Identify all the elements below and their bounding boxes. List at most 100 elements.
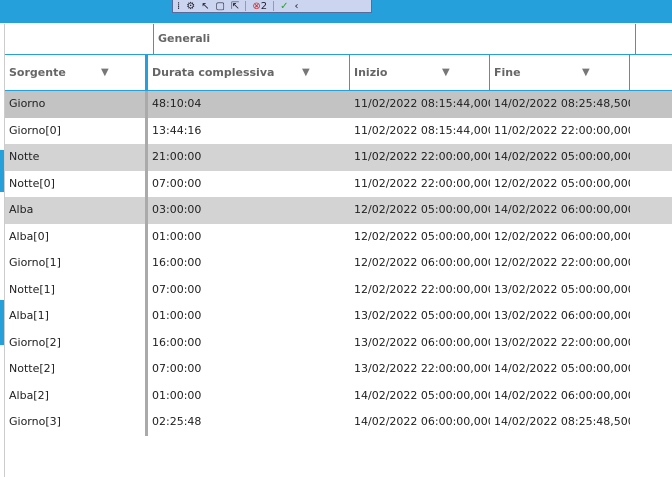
cell-inizio[interactable]: 11/02/2022 08:15:44,000 [354, 97, 490, 110]
grip-icon[interactable]: ⁞ [177, 0, 181, 12]
cell-durata[interactable]: 16:00:00 [152, 256, 202, 269]
cell-inizio[interactable]: 11/02/2022 22:00:00,000 [354, 150, 490, 163]
cell-fine[interactable]: 11/02/2022 22:00:00,000 [494, 123, 630, 137]
cell-inizio[interactable]: 14/02/2022 06:00:00,000 [354, 415, 490, 428]
cell-durata[interactable]: 02:25:48 [152, 415, 202, 428]
cell-sorgente[interactable]: Alba[1] [5, 303, 148, 330]
cell-durata[interactable]: 07:00:00 [152, 176, 202, 190]
filter-icon[interactable]: ▼ [582, 67, 590, 78]
cell-fine[interactable]: 12/02/2022 22:00:00,000 [494, 256, 630, 269]
cell-fine[interactable]: 14/02/2022 05:00:00,000 [494, 150, 630, 163]
cell-inizio[interactable]: 12/02/2022 05:00:00,000 [354, 229, 490, 243]
cell-filler [630, 197, 672, 224]
cell-filler [630, 356, 672, 383]
header-label: Durata complessiva [152, 66, 275, 79]
cell-sorgente[interactable]: Alba [5, 197, 148, 224]
cell-sorgente[interactable]: Giorno[3] [5, 409, 148, 436]
table-row[interactable]: Notte[2] 07:00:00 13/02/2022 22:00:00,000 1… [5, 356, 672, 383]
table-row[interactable]: Alba[0] 01:00:00 12/02/2022 05:00:00,000 12… [5, 223, 672, 250]
cell-sorgente[interactable]: Giorno[0] [5, 117, 148, 144]
data-grid: Generali Sorgente ▼ Durata complessiva ▼ I… [5, 24, 672, 436]
group-header-row: Generali [5, 24, 672, 55]
header-label: Inizio [354, 66, 388, 79]
cell-filler [630, 409, 672, 436]
check-icon[interactable]: ✓ [280, 0, 289, 12]
cell-fine[interactable]: 12/02/2022 05:00:00,000 [494, 176, 630, 190]
live-tree-icon[interactable]: ⚙ [186, 0, 196, 12]
group-header-generali: Generali [153, 24, 636, 54]
cell-sorgente[interactable]: Notte [5, 144, 148, 171]
header-label: Fine [494, 66, 521, 79]
header-label: Sorgente [9, 66, 66, 79]
separator [245, 1, 247, 11]
cell-filler [630, 383, 672, 410]
table-row[interactable]: Notte[1] 07:00:00 12/02/2022 22:00:00,000 1… [5, 276, 672, 304]
table-row[interactable]: Giorno[0] 13:44:16 11/02/2022 08:15:44,000… [5, 117, 672, 145]
cell-inizio[interactable]: 13/02/2022 22:00:00,000 [354, 362, 490, 375]
cell-sorgente[interactable]: Giorno [5, 91, 148, 118]
table-row[interactable]: Alba 03:00:00 12/02/2022 05:00:00,000 14/02… [5, 197, 672, 224]
cell-durata[interactable]: 07:00:00 [152, 282, 202, 296]
cell-sorgente[interactable]: Giorno[2] [5, 329, 148, 356]
cell-inizio[interactable]: 12/02/2022 22:00:00,000 [354, 282, 490, 296]
cell-fine[interactable]: 13/02/2022 05:00:00,000 [494, 282, 630, 296]
cell-filler [630, 303, 672, 330]
table-row[interactable]: Giorno[1] 16:00:00 12/02/2022 06:00:00,000… [5, 250, 672, 277]
cell-durata[interactable]: 01:00:00 [152, 388, 202, 402]
cell-filler [630, 330, 672, 357]
table-row[interactable]: Notte[0] 07:00:00 11/02/2022 22:00:00,000 1… [5, 170, 672, 197]
cell-fine[interactable]: 12/02/2022 06:00:00,000 [494, 229, 630, 243]
cell-sorgente[interactable]: Notte[1] [5, 276, 148, 303]
track-focus-icon[interactable]: ⇱ [231, 0, 240, 12]
filter-icon[interactable]: ▼ [442, 67, 450, 78]
cell-sorgente[interactable]: Notte[0] [5, 170, 148, 197]
filter-icon[interactable]: ▼ [302, 67, 310, 78]
table-row[interactable]: Giorno[2] 16:00:00 13/02/2022 06:00:00,000… [5, 329, 672, 357]
cell-durata[interactable]: 48:10:04 [152, 97, 202, 110]
cell-durata[interactable]: 16:00:00 [152, 335, 202, 349]
column-header-inizio[interactable]: Inizio ▼ [350, 55, 490, 90]
table-row[interactable]: Alba[2] 01:00:00 14/02/2022 05:00:00,000 14… [5, 382, 672, 410]
cell-inizio[interactable]: 14/02/2022 05:00:00,000 [354, 388, 490, 402]
cell-filler [630, 277, 672, 304]
issues-count: 2 [260, 0, 268, 12]
cell-sorgente[interactable]: Alba[2] [5, 382, 148, 409]
cell-sorgente[interactable]: Notte[2] [5, 356, 148, 383]
select-element-icon[interactable]: ↖ [201, 0, 210, 12]
display-adorners-icon[interactable]: ▢ [215, 0, 225, 12]
cell-durata[interactable]: 13:44:16 [152, 123, 202, 137]
cell-durata[interactable]: 07:00:00 [152, 362, 202, 375]
cell-fine[interactable]: 14/02/2022 08:25:48,500 [494, 415, 630, 428]
cell-durata[interactable]: 03:00:00 [152, 203, 202, 216]
cell-fine[interactable]: 14/02/2022 06:00:00,000 [494, 388, 630, 402]
separator [273, 1, 275, 11]
cell-fine[interactable]: 14/02/2022 05:00:00,000 [494, 362, 630, 375]
table-row[interactable]: Giorno[3] 02:25:48 14/02/2022 06:00:00,000… [5, 409, 672, 436]
cell-inizio[interactable]: 13/02/2022 05:00:00,000 [354, 309, 490, 322]
cell-durata[interactable]: 21:00:00 [152, 150, 202, 163]
cell-fine[interactable]: 13/02/2022 22:00:00,000 [494, 335, 630, 349]
column-header-fine[interactable]: Fine ▼ [490, 55, 630, 90]
cell-inizio[interactable]: 13/02/2022 06:00:00,000 [354, 335, 490, 349]
cell-inizio[interactable]: 11/02/2022 08:15:44,000 [354, 123, 490, 137]
table-row[interactable]: Giorno 48:10:04 11/02/2022 08:15:44,000 14/… [5, 91, 672, 118]
table-row[interactable]: Alba[1] 01:00:00 13/02/2022 05:00:00,000 13… [5, 303, 672, 330]
cell-durata[interactable]: 01:00:00 [152, 309, 202, 322]
cell-inizio[interactable]: 11/02/2022 22:00:00,000 [354, 176, 490, 190]
cell-durata[interactable]: 01:00:00 [152, 229, 202, 243]
debug-toolbar: ⁞ ⚙ ↖ ▢ ⇱ ⊗2 ✓ ‹ [172, 0, 372, 13]
cell-fine[interactable]: 13/02/2022 06:00:00,000 [494, 309, 630, 322]
cell-inizio[interactable]: 12/02/2022 05:00:00,000 [354, 203, 490, 216]
filter-icon[interactable]: ▼ [101, 67, 109, 78]
table-row[interactable]: Notte 21:00:00 11/02/2022 22:00:00,000 14/0… [5, 144, 672, 171]
cell-inizio[interactable]: 12/02/2022 06:00:00,000 [354, 256, 490, 269]
cell-sorgente[interactable]: Alba[0] [5, 223, 148, 250]
column-header-durata[interactable]: Durata complessiva ▼ [148, 55, 350, 90]
cell-sorgente[interactable]: Giorno[1] [5, 250, 148, 277]
collapse-icon[interactable]: ‹ [294, 0, 299, 12]
cell-fine[interactable]: 14/02/2022 06:00:00,000 [494, 203, 630, 216]
binding-errors-button[interactable]: ⊗2 [252, 1, 267, 12]
cell-filler [630, 118, 672, 145]
cell-fine[interactable]: 14/02/2022 08:25:48,500 [494, 97, 630, 110]
column-header-sorgente[interactable]: Sorgente ▼ [5, 55, 148, 90]
